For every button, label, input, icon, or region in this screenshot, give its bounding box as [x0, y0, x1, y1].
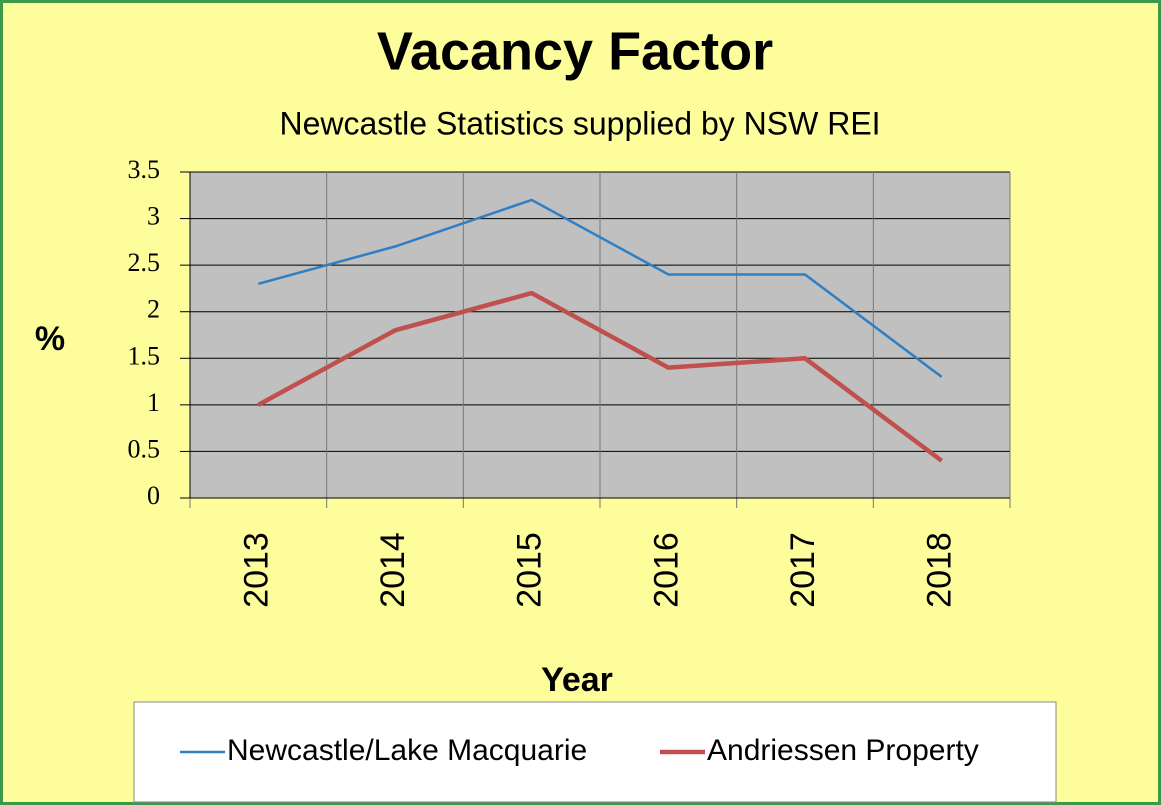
y-tick-label: 2	[147, 295, 160, 324]
y-axis-label: %	[35, 320, 65, 358]
legend	[133, 701, 1057, 803]
x-tick-label: 2013	[237, 532, 275, 608]
x-axis-label: Year	[541, 661, 613, 699]
y-tick-label: 3.5	[128, 155, 161, 184]
y-tick-label: 0.5	[128, 434, 161, 463]
chart-title: Vacancy Factor	[377, 21, 773, 81]
x-tick-label: 2017	[784, 532, 822, 608]
x-tick-label: 2014	[374, 532, 412, 608]
y-tick-label: 1.5	[128, 341, 161, 370]
chart-subtitle: Newcastle Statistics supplied by NSW REI	[279, 105, 880, 141]
y-tick-label: 0	[147, 481, 160, 510]
y-tick-label: 2.5	[128, 248, 161, 277]
series-line	[257, 290, 944, 463]
y-tick-label: 1	[147, 388, 160, 417]
legend-label: Andriessen Property	[707, 734, 979, 767]
x-tick-label: 2018	[921, 532, 959, 608]
series-line	[258, 198, 943, 378]
x-tick-label: 2016	[647, 532, 685, 608]
legend-label: Newcastle/Lake Macquarie	[227, 734, 587, 767]
x-tick-label: 2015	[511, 532, 549, 608]
y-tick-label: 3	[147, 202, 160, 231]
